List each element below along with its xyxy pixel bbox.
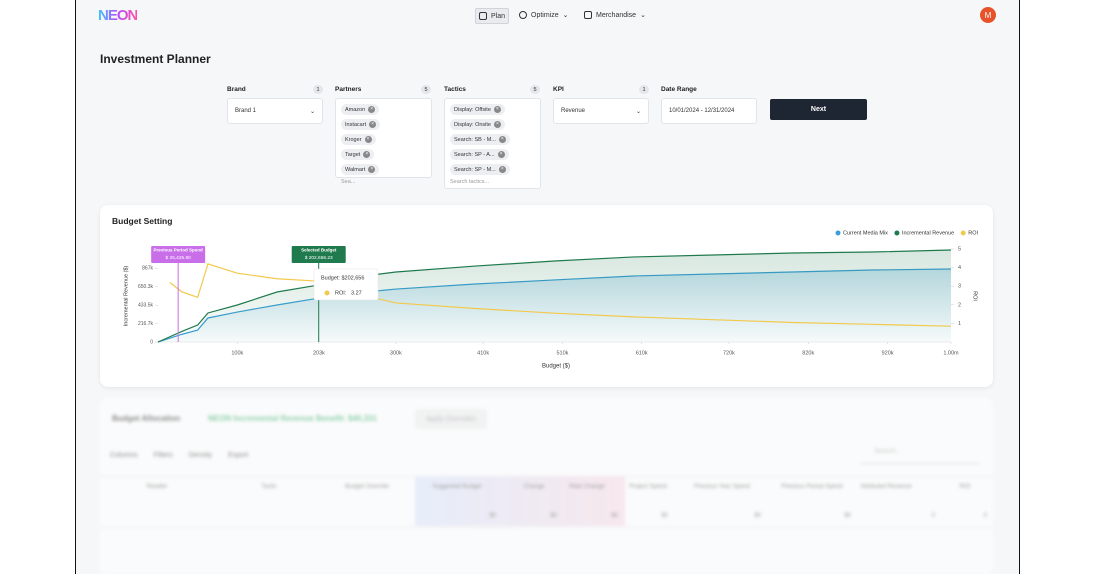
- kpi-select[interactable]: Revenue ⌄: [553, 98, 649, 124]
- toolbar: Columns Filters Density Export: [110, 452, 248, 459]
- chip-remove[interactable]: ×: [364, 136, 372, 143]
- nav-optimize[interactable]: Optimize ⌄: [516, 8, 572, 22]
- total-cell: $0: [611, 513, 618, 519]
- chip-label: Display: Offsite: [454, 106, 491, 113]
- partners-select[interactable]: Amazon × Instacart × Kroger × Target × Walmart × S…: [335, 98, 432, 185]
- total-cell: $0: [754, 513, 761, 519]
- nav-plan[interactable]: Plan: [475, 8, 510, 24]
- nav-label: Plan: [491, 12, 506, 20]
- chip[interactable]: Search: SP - M... ×: [450, 164, 510, 175]
- column-header: Attributed Revenue: [860, 484, 912, 490]
- total-cell: 0: [931, 513, 935, 519]
- chip[interactable]: Search: SP - A... ×: [450, 149, 509, 160]
- chip-label: Instacart: [345, 121, 367, 128]
- date-value: 10/01/2024 - 12/31/2024: [669, 108, 735, 114]
- column-header: Retailer: [146, 484, 168, 490]
- column-header: Change: [523, 484, 545, 490]
- nav-label: Optimize: [531, 11, 559, 19]
- filter-label: KPI: [553, 86, 564, 93]
- filter-count: 5: [421, 85, 431, 94]
- filter-label: Partners: [335, 86, 362, 93]
- total-cell: $0: [661, 513, 668, 519]
- chip[interactable]: Target ×: [341, 149, 375, 160]
- select-value: Revenue: [561, 108, 586, 114]
- chip[interactable]: Instacart ×: [341, 119, 381, 130]
- filter-label: Tactics: [444, 86, 466, 93]
- total-cell: 0: [983, 513, 987, 519]
- search[interactable]: Search...: [860, 448, 980, 464]
- select-value: Brand 1: [235, 108, 257, 114]
- column-header: Budget Override: [345, 484, 389, 490]
- chip-label: Search: SP - M...: [454, 166, 496, 173]
- nav-merchandise[interactable]: Merchandise ⌄: [581, 8, 649, 22]
- column-header: Tactic: [261, 484, 277, 490]
- chip-label: Display: Onsite: [454, 121, 491, 128]
- highlight-columns: [415, 476, 625, 526]
- filter-count: 1: [639, 85, 649, 94]
- avatar[interactable]: M: [980, 7, 996, 23]
- section-title: Budget Allocation: [112, 414, 181, 423]
- total-cell: $0: [489, 513, 496, 519]
- toolbar-button[interactable]: Export: [228, 452, 249, 459]
- toolbar-button[interactable]: Columns: [110, 452, 138, 459]
- chip-remove[interactable]: ×: [493, 106, 501, 113]
- total-cell: $0: [550, 513, 557, 519]
- chip-remove[interactable]: ×: [494, 121, 501, 128]
- chip-remove[interactable]: ×: [497, 151, 505, 158]
- filter-label: Date Range: [661, 86, 697, 93]
- chip-remove[interactable]: ×: [368, 106, 376, 113]
- filter-label: Brand: [227, 86, 246, 93]
- chip[interactable]: Display: Offsite ×: [450, 104, 505, 115]
- chip-label: Search: SB - M...: [454, 136, 496, 143]
- filter-count: 1: [313, 85, 323, 94]
- chip-label: Search: SP - A...: [454, 151, 495, 158]
- budget-allocation-card: Budget Allocation NEON Incremental Reven…: [100, 398, 993, 574]
- toolbar-button[interactable]: Filters: [153, 452, 173, 459]
- nav-label: Merchandise: [596, 11, 637, 19]
- next-button[interactable]: Next: [770, 99, 867, 120]
- chip-remove[interactable]: ×: [368, 166, 376, 173]
- chip[interactable]: Amazon ×: [341, 104, 380, 115]
- logo[interactable]: NEON: [98, 7, 138, 24]
- chip-remove[interactable]: ×: [369, 121, 377, 128]
- chip-remove[interactable]: ×: [363, 151, 371, 158]
- column-header: Suggested Budget: [432, 484, 482, 490]
- filter-count: 5: [530, 85, 540, 94]
- chip-label: Walmart: [345, 166, 366, 173]
- chip-remove[interactable]: ×: [498, 136, 506, 143]
- toolbar-button[interactable]: Density: [188, 452, 213, 459]
- chip-remove[interactable]: ×: [498, 166, 506, 173]
- chip[interactable]: Display: Onsite ×: [450, 119, 505, 130]
- column-header: Rate Change: [569, 484, 605, 490]
- placeholder: Search tactics...: [450, 179, 490, 185]
- tactics-select[interactable]: Display: Offsite × Display: Onsite × Search:…: [444, 98, 541, 189]
- benefit: NEON Incremental Revenue Benefit: $40,33…: [208, 414, 377, 423]
- chip-label: Amazon: [345, 106, 366, 113]
- brand-select[interactable]: Brand 1 ⌄: [227, 98, 323, 124]
- page-title: Investment Planner: [100, 52, 211, 66]
- chip-label: Target: [345, 151, 361, 158]
- chip[interactable]: Search: SB - M... ×: [450, 134, 510, 145]
- column-header: Previous Year Spend: [693, 484, 751, 490]
- budget-setting-card: [100, 205, 993, 387]
- column-header: Previous Period Spend: [781, 484, 843, 490]
- column-header: ROI: [959, 484, 971, 490]
- chip-label: Kroger: [345, 136, 362, 143]
- total-cell: $0: [844, 513, 851, 519]
- apply-button[interactable]: Apply Overrides: [415, 409, 487, 429]
- placeholder: Sea...: [341, 179, 356, 185]
- chip[interactable]: Walmart ×: [341, 164, 380, 175]
- card-title: Budget Setting: [112, 216, 173, 226]
- date-range-input[interactable]: 10/01/2024 - 12/31/2024: [661, 98, 757, 124]
- chip[interactable]: Kroger ×: [341, 134, 376, 145]
- column-header: Project Spend: [629, 484, 667, 490]
